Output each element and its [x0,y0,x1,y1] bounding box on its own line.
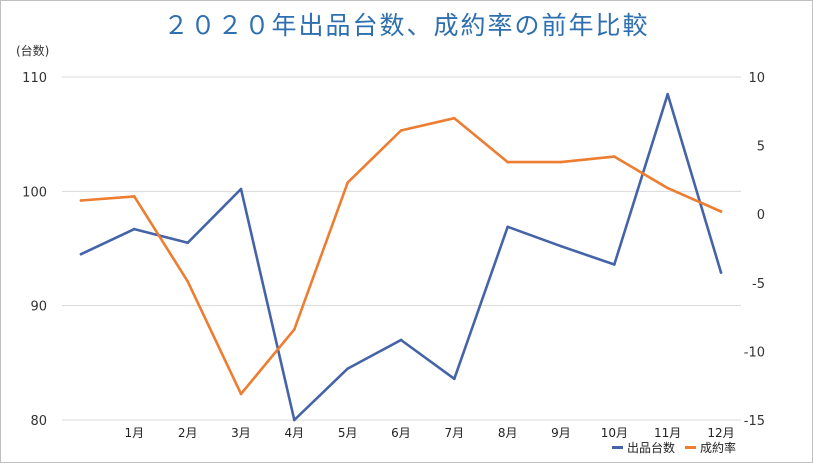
legend: 出品台数 成約率 [612,439,746,456]
legend-swatch-series1 [612,446,623,449]
x-tick-label: 7月 [445,426,465,440]
data-point-series1 [719,271,723,274]
x-tick-label: 11月 [654,426,681,440]
data-point-series1 [239,187,243,191]
series-line-1 [79,92,723,422]
x-tick-label: 4月 [285,426,305,440]
legend-item-series1: 出品台数 [612,439,675,456]
y-left-tick-label: 80 [30,414,47,429]
data-point-series2 [666,186,669,190]
data-point-series2 [293,328,296,331]
legend-item-series2: 成約率 [685,439,736,456]
data-point-series2 [506,160,509,164]
y-axis-unit-label: (台数) [16,44,50,58]
data-point-series1 [666,92,669,96]
data-point-series2 [186,280,189,283]
data-point-series1 [506,225,509,229]
y-left-tick-label: 100 [22,185,47,200]
data-point-series2 [719,210,723,213]
chart-title: ２０２０年出品台数、成約率の前年比較 [163,11,650,40]
legend-swatch-series2 [685,446,697,449]
x-tick-label: 3月 [231,426,251,440]
x-tick-label: 2月 [178,426,198,440]
x-tick-label: 6月 [391,426,411,440]
x-tick-label: 9月 [551,426,571,440]
data-point-series2 [79,199,83,202]
y-right-tick-label: -10 [744,345,765,360]
data-point-series2 [239,392,243,396]
data-point-series1 [186,241,189,245]
data-point-series1 [559,244,563,248]
data-point-series1 [79,252,83,256]
y-right-tick-label: 0 [757,208,765,223]
data-point-series2 [559,160,563,164]
y-right-tick-label: -5 [752,277,765,292]
data-point-series2 [346,181,349,184]
data-point-series1 [133,227,136,231]
data-point-series2 [453,116,456,120]
y-left-tick-label: 110 [22,71,47,86]
y-left-tick-label: 90 [30,300,47,315]
data-point-series2 [613,155,616,158]
y-right-tick-label: -15 [744,414,765,429]
x-tick-label: 12月 [707,426,734,440]
data-point-series1 [293,418,296,422]
x-tick-label: 10月 [601,426,628,440]
y-right-tick-label: 5 [757,140,765,155]
x-tick-label: 5月 [338,426,358,440]
data-point-series2 [133,195,136,198]
legend-label-series1: 出品台数 [627,441,676,455]
x-tick-label: 8月 [498,426,518,440]
data-point-series2 [399,129,403,132]
y-right-tick-label: 10 [748,71,765,86]
data-point-series1 [399,338,403,342]
data-point-series1 [346,367,349,370]
data-point-series1 [613,263,616,266]
legend-label-series2: 成約率 [700,441,737,455]
data-point-series1 [453,377,456,381]
series-line-2 [79,116,723,396]
x-tick-label: 1月 [125,426,145,440]
